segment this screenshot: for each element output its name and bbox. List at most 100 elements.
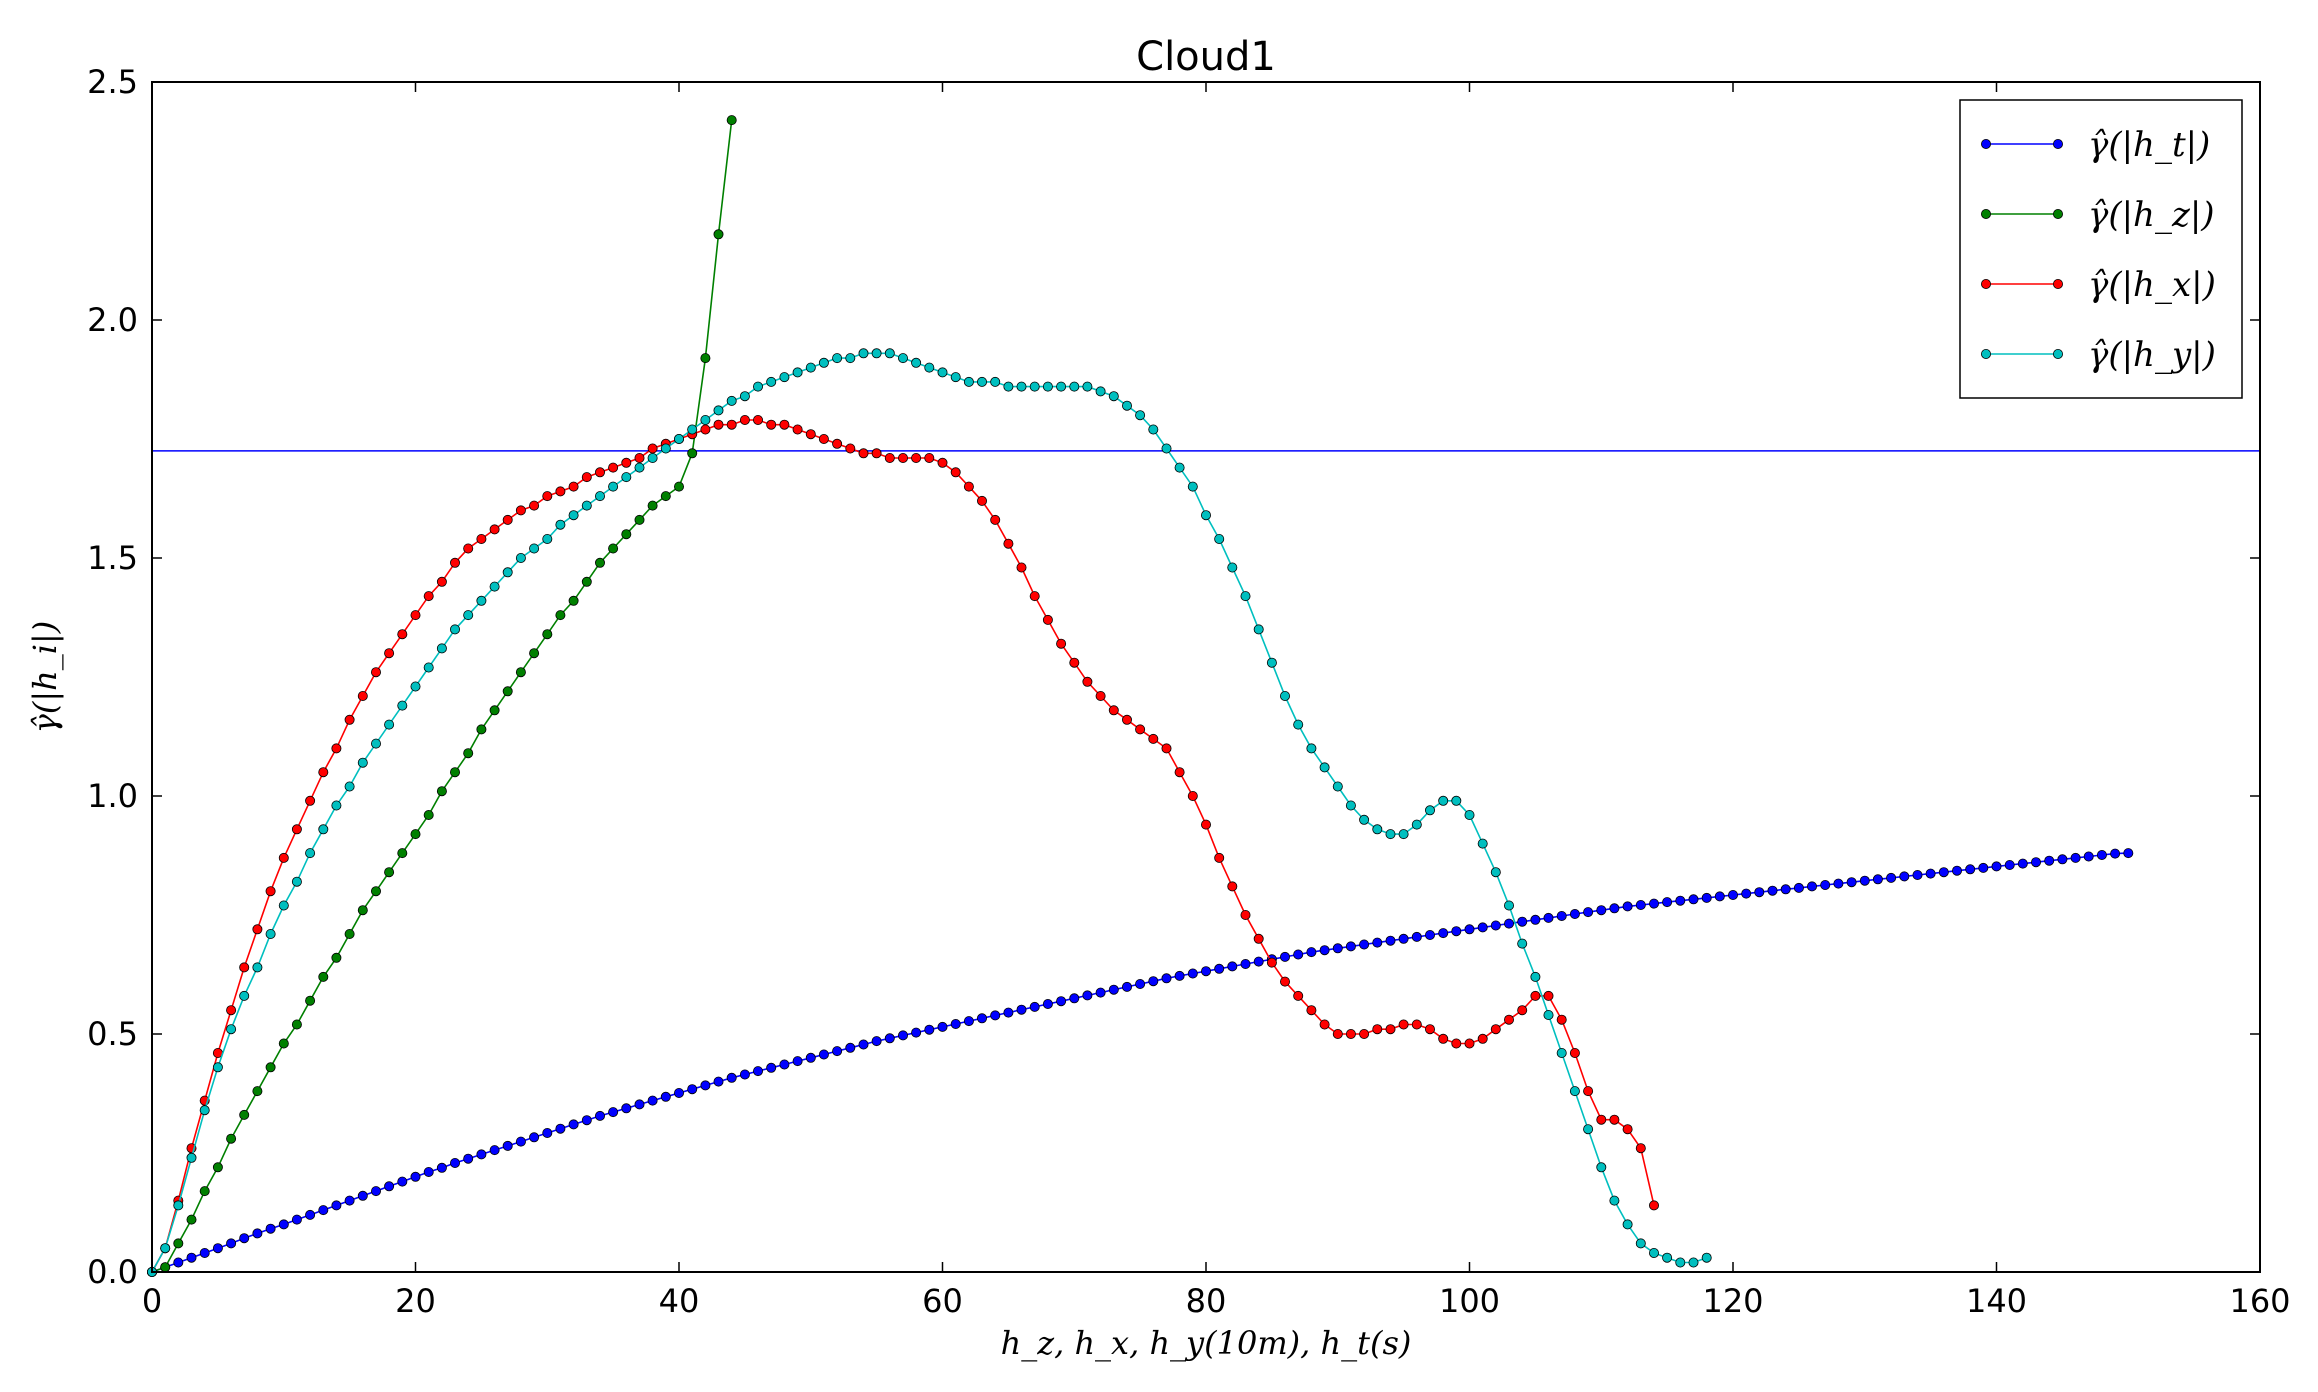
data-point — [226, 1238, 237, 1249]
data-point — [1741, 888, 1752, 899]
data-point — [674, 1088, 685, 1099]
data-point — [252, 962, 263, 973]
data-point — [1148, 976, 1159, 987]
x-tick-label: 140 — [1966, 1282, 2027, 1320]
data-point — [1359, 814, 1370, 825]
data-point — [1543, 1010, 1554, 1021]
data-point — [1280, 951, 1291, 962]
data-point — [1161, 743, 1172, 754]
data-point — [489, 705, 500, 716]
data-point — [1583, 1124, 1594, 1135]
data-point — [950, 372, 961, 383]
legend-label: γ̂(|h_z|) — [2088, 195, 2215, 235]
data-point — [344, 781, 355, 792]
data-point — [1793, 882, 1804, 893]
data-point — [370, 667, 381, 678]
data-point — [449, 767, 460, 778]
data-point — [1807, 881, 1818, 892]
data-point — [1108, 984, 1119, 995]
data-point — [265, 886, 276, 897]
data-point — [1385, 829, 1396, 840]
data-point — [1543, 990, 1554, 1001]
data-point — [384, 1181, 395, 1192]
data-point — [818, 433, 829, 444]
data-point — [1201, 966, 1212, 977]
data-point — [1095, 987, 1106, 998]
data-point — [1596, 1162, 1607, 1173]
data-point — [278, 1219, 289, 1230]
data-point — [726, 419, 737, 430]
data-point — [2031, 857, 2042, 868]
data-point — [1003, 1007, 1014, 1018]
data-point — [239, 990, 250, 1001]
data-point — [634, 462, 645, 473]
data-point — [1517, 938, 1528, 949]
data-point — [173, 1238, 184, 1249]
data-point — [687, 424, 698, 435]
data-point — [1293, 949, 1304, 960]
data-point — [1306, 743, 1317, 754]
data-point — [1135, 979, 1146, 990]
data-point — [1082, 990, 1093, 1001]
legend-item-hy: γ̂(|h_y|) — [1981, 335, 2216, 375]
data-point — [463, 1153, 474, 1164]
plot-area — [152, 82, 2260, 1272]
data-point — [1280, 976, 1291, 987]
data-point — [581, 1115, 592, 1126]
data-point — [1082, 676, 1093, 687]
data-point — [1240, 591, 1251, 602]
data-point — [1214, 963, 1225, 974]
data-point — [581, 500, 592, 511]
data-point — [410, 1171, 421, 1182]
legend-marker — [2052, 208, 2063, 219]
data-point — [963, 1016, 974, 1027]
data-point — [1649, 898, 1660, 909]
data-point — [1490, 920, 1501, 931]
data-point — [515, 505, 526, 516]
x-tick-label: 160 — [2229, 1282, 2290, 1320]
data-point — [937, 457, 948, 468]
data-point — [1701, 892, 1712, 903]
data-point — [1477, 1033, 1488, 1044]
data-point — [1490, 1024, 1501, 1035]
data-point — [818, 357, 829, 368]
data-point — [1609, 1195, 1620, 1206]
data-point — [898, 353, 909, 364]
data-point — [1056, 381, 1067, 392]
data-point — [1464, 924, 1475, 935]
data-point — [1477, 838, 1488, 849]
y-tick-label: 0.5 — [87, 1015, 138, 1053]
data-point — [1504, 900, 1515, 911]
y-tick-label: 2.0 — [87, 301, 138, 339]
data-point — [1135, 410, 1146, 421]
data-point — [410, 829, 421, 840]
data-point — [212, 1162, 223, 1173]
data-point — [871, 448, 882, 459]
data-point — [1649, 1248, 1660, 1259]
series-ht — [146, 848, 2134, 1278]
data-point — [1240, 959, 1251, 970]
data-point — [357, 757, 368, 768]
data-point — [700, 414, 711, 425]
y-tick-label: 1.0 — [87, 777, 138, 815]
data-point — [924, 362, 935, 373]
data-point — [357, 691, 368, 702]
data-point — [1517, 1005, 1528, 1016]
data-point — [212, 1062, 223, 1073]
data-point — [1635, 1143, 1646, 1154]
data-point — [397, 700, 408, 711]
data-point — [805, 1052, 816, 1063]
legend-marker — [1981, 208, 1992, 219]
data-point — [1122, 400, 1133, 411]
data-point — [884, 348, 895, 359]
data-point — [1306, 947, 1317, 958]
x-tick-label: 120 — [1702, 1282, 1763, 1320]
data-point — [858, 1039, 869, 1050]
data-point — [265, 929, 276, 940]
data-point — [265, 1062, 276, 1073]
data-point — [423, 591, 434, 602]
data-point — [1938, 867, 1949, 878]
data-point — [463, 543, 474, 554]
data-point — [318, 1205, 329, 1216]
data-point — [1517, 916, 1528, 927]
